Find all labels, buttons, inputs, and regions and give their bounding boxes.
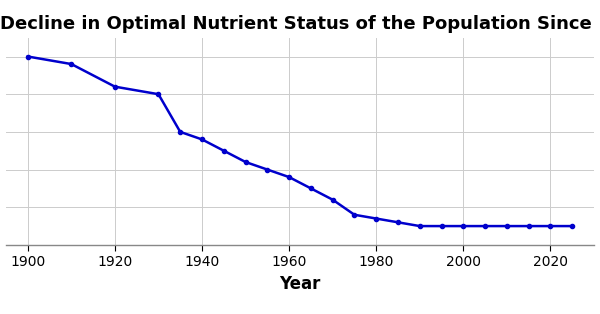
- Text: Decline in Optimal Nutrient Status of the Population Since 1900: Decline in Optimal Nutrient Status of th…: [0, 15, 600, 33]
- X-axis label: Year: Year: [280, 275, 320, 293]
